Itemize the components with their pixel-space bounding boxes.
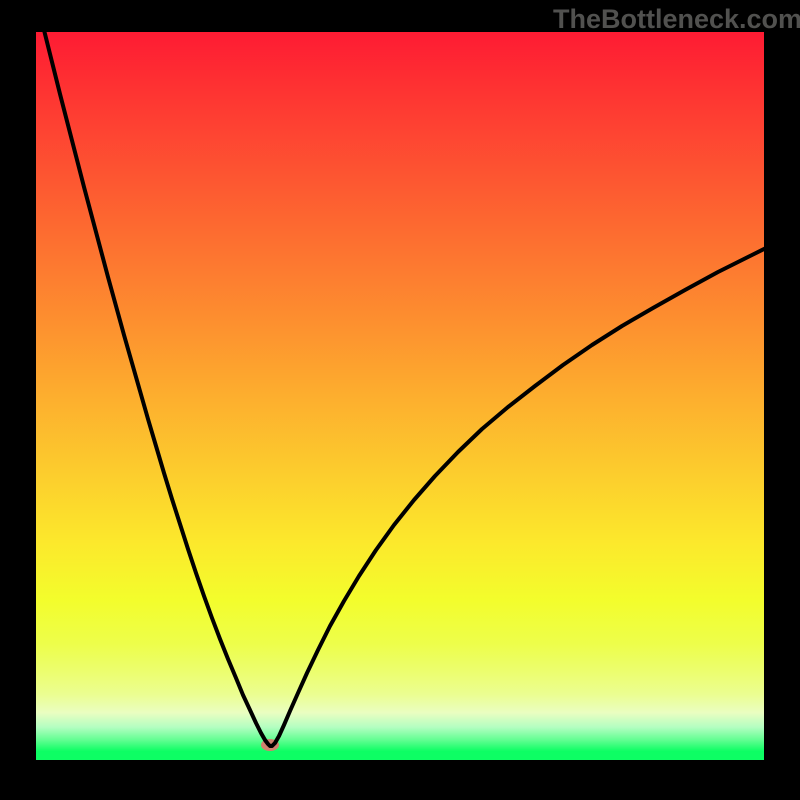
watermark-text: TheBottleneck.com [553,4,800,35]
chart-svg [0,0,800,800]
gradient-background [36,32,764,760]
